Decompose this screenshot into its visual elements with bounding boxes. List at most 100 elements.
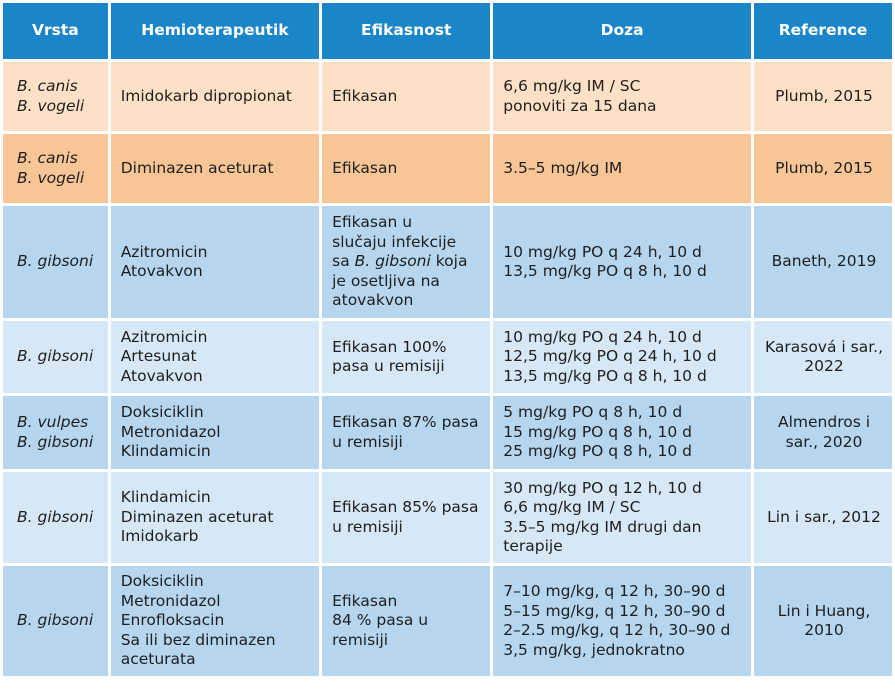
drug-name: Imidokarb bbox=[120, 527, 199, 546]
drug-name: Diminazen aceturat bbox=[120, 507, 274, 526]
efficacy-text: Efikasan 100% bbox=[332, 337, 447, 356]
reference-text: 2022 bbox=[804, 357, 844, 375]
header-drug: Hemioterapeutik bbox=[110, 3, 320, 59]
dose-cell: 6,6 mg/kg IM / SC ponoviti za 15 dana bbox=[493, 62, 752, 131]
species-name: B. vulpes bbox=[17, 413, 89, 431]
table-row: B. gibsoni Azitromicin Atovakvon Efikasa… bbox=[3, 206, 892, 318]
reference-cell: Karasová i sar., 2022 bbox=[754, 321, 892, 393]
species-name: B. canis bbox=[17, 77, 78, 95]
dose-line: 15 mg/kg PO q 8 h, 10 d bbox=[503, 422, 693, 441]
species-name: B. vogeli bbox=[17, 96, 85, 115]
drug-cell: Imidokarb dipropionat bbox=[110, 62, 320, 131]
drug-name: aceturata bbox=[120, 650, 196, 669]
drug-name: Artesunat bbox=[120, 347, 197, 366]
header-species: Vrsta bbox=[3, 3, 108, 59]
reference-cell: Baneth, 2019 bbox=[754, 206, 892, 318]
dose-line: 13,5 mg/kg PO q 8 h, 10 d bbox=[503, 366, 707, 385]
efficacy-text: Efikasan 85% pasa bbox=[332, 498, 479, 516]
reference-cell: Almendros i sar., 2020 bbox=[754, 396, 892, 469]
drug-name: Enrofloksacin bbox=[120, 611, 225, 630]
dose-cell: 5 mg/kg PO q 8 h, 10 d 15 mg/kg PO q 8 h… bbox=[493, 396, 752, 469]
reference-cell: Lin i Huang, 2010 bbox=[754, 566, 892, 676]
reference-text: sar., 2020 bbox=[785, 432, 863, 451]
efficacy-text: u remisiji bbox=[332, 517, 403, 536]
efficacy-text: Efikasan 87% pasa bbox=[332, 413, 479, 431]
drug-cell: Doksiciklin Metronidazol Klindamicin bbox=[110, 396, 320, 469]
species-name: B. gibsoni bbox=[17, 432, 94, 451]
header-efficacy: Efikasnost bbox=[322, 3, 491, 59]
efficacy-text: Efikasan bbox=[332, 591, 398, 610]
efficacy-cell: Efikasan bbox=[322, 62, 491, 131]
reference-text: Plumb, 2015 bbox=[775, 158, 873, 177]
reference-cell: Lin i sar., 2012 bbox=[754, 472, 892, 563]
dose-cell: 30 mg/kg PO q 12 h, 10 d 6,6 mg/kg IM / … bbox=[493, 472, 752, 563]
dose-line: 13,5 mg/kg PO q 8 h, 10 d bbox=[503, 262, 707, 280]
efficacy-text-mixed: sa B. gibsoni koja bbox=[332, 252, 482, 272]
reference-text: Plumb, 2015 bbox=[775, 86, 873, 105]
dose-line: 3.5–5 mg/kg IM bbox=[503, 158, 623, 177]
reference-text: Lin i Huang, bbox=[777, 601, 871, 620]
dose-cell: 7–10 mg/kg, q 12 h, 30–90 d 5–15 mg/kg, … bbox=[493, 566, 752, 676]
drug-name: Azitromicin bbox=[120, 242, 208, 261]
species-cell: B. gibsoni bbox=[3, 472, 108, 563]
drug-name: Sa ili bez diminazen bbox=[120, 630, 276, 649]
header-reference: Reference bbox=[754, 3, 892, 59]
species-name: B. gibsoni bbox=[17, 252, 94, 271]
species-name: B. gibsoni bbox=[17, 611, 94, 630]
reference-text: Almendros i bbox=[777, 413, 871, 431]
table-row: B. vulpes B. gibsoni Doksiciklin Metroni… bbox=[3, 396, 892, 469]
dose-cell: 3.5–5 mg/kg IM bbox=[493, 134, 752, 203]
drug-name: Imidokarb dipropionat bbox=[120, 86, 292, 105]
dose-cell: 10 mg/kg PO q 24 h, 10 d 12,5 mg/kg PO q… bbox=[493, 321, 752, 393]
efficacy-cell: Efikasan u slučaju infekcije sa B. gibso… bbox=[322, 206, 491, 318]
drug-cell: Diminazen aceturat bbox=[110, 134, 320, 203]
reference-text: Baneth, 2019 bbox=[771, 252, 877, 271]
efficacy-text: je osetljiva na bbox=[332, 271, 440, 290]
dose-line: 2–2.5 mg/kg, q 12 h, 30–90 d bbox=[503, 621, 731, 639]
species-name: B. canis bbox=[17, 149, 78, 167]
species-cell: B. gibsoni bbox=[3, 206, 108, 318]
dose-line: ponoviti za 15 dana bbox=[503, 96, 657, 115]
reference-cell: Plumb, 2015 bbox=[754, 134, 892, 203]
drug-name: Metronidazol bbox=[120, 591, 221, 610]
drug-cell: Doksiciklin Metronidazol Enrofloksacin S… bbox=[110, 566, 320, 676]
efficacy-text: pasa u remisiji bbox=[332, 357, 445, 375]
species-cell: B. vulpes B. gibsoni bbox=[3, 396, 108, 469]
dose-line: 5–15 mg/kg, q 12 h, 30–90 d bbox=[503, 601, 726, 620]
drug-cell: Klindamicin Diminazen aceturat Imidokarb bbox=[110, 472, 320, 563]
drug-name: Azitromicin bbox=[120, 327, 208, 346]
dose-line: terapije bbox=[503, 537, 563, 555]
dose-line: 7–10 mg/kg, q 12 h, 30–90 d bbox=[503, 582, 726, 600]
drug-name: Klindamicin bbox=[120, 488, 211, 507]
reference-cell: Plumb, 2015 bbox=[754, 62, 892, 131]
drug-name: Diminazen aceturat bbox=[120, 158, 274, 177]
efficacy-cell: Efikasan 85% pasa u remisiji bbox=[322, 472, 491, 563]
dose-line: 5 mg/kg PO q 8 h, 10 d bbox=[503, 403, 683, 422]
efficacy-text: koja bbox=[435, 252, 468, 271]
efficacy-text: Efikasan bbox=[332, 86, 398, 105]
dose-line: 6,6 mg/kg IM / SC bbox=[503, 77, 641, 95]
drug-cell: Azitromicin Artesunat Atovakvon bbox=[110, 321, 320, 393]
table-row: B. canis B. vogeli Imidokarb dipropionat… bbox=[3, 62, 892, 131]
reference-text: Lin i sar., 2012 bbox=[767, 507, 881, 526]
species-cell: B. canis B. vogeli bbox=[3, 134, 108, 203]
species-name: B. gibsoni bbox=[17, 507, 94, 526]
drug-name: Atovakvon bbox=[120, 366, 203, 385]
treatment-table: Vrsta Hemioterapeutik Efikasnost Doza Re… bbox=[3, 3, 892, 676]
dose-line: 12,5 mg/kg PO q 24 h, 10 d bbox=[503, 347, 717, 366]
drug-name: Atovakvon bbox=[120, 262, 203, 280]
efficacy-text: 84 % pasa u bbox=[332, 611, 429, 630]
drug-name: Klindamicin bbox=[120, 442, 211, 461]
reference-text: 2010 bbox=[804, 621, 844, 639]
efficacy-cell: Efikasan 100% pasa u remisiji bbox=[322, 321, 491, 393]
efficacy-text: atovakvon bbox=[332, 291, 414, 310]
efficacy-text: sa bbox=[332, 252, 350, 271]
dose-line: 10 mg/kg PO q 24 h, 10 d bbox=[503, 242, 702, 261]
table-row: B. gibsoni Doksiciklin Metronidazol Enro… bbox=[3, 566, 892, 676]
efficacy-cell: Efikasan 84 % pasa u remisiji bbox=[322, 566, 491, 676]
dose-line: 10 mg/kg PO q 24 h, 10 d bbox=[503, 327, 702, 346]
efficacy-text: slučaju infekcije bbox=[332, 232, 457, 251]
drug-name: Metronidazol bbox=[120, 422, 221, 441]
dose-line: 6,6 mg/kg IM / SC bbox=[503, 498, 641, 516]
species-name: B. vogeli bbox=[17, 168, 85, 187]
